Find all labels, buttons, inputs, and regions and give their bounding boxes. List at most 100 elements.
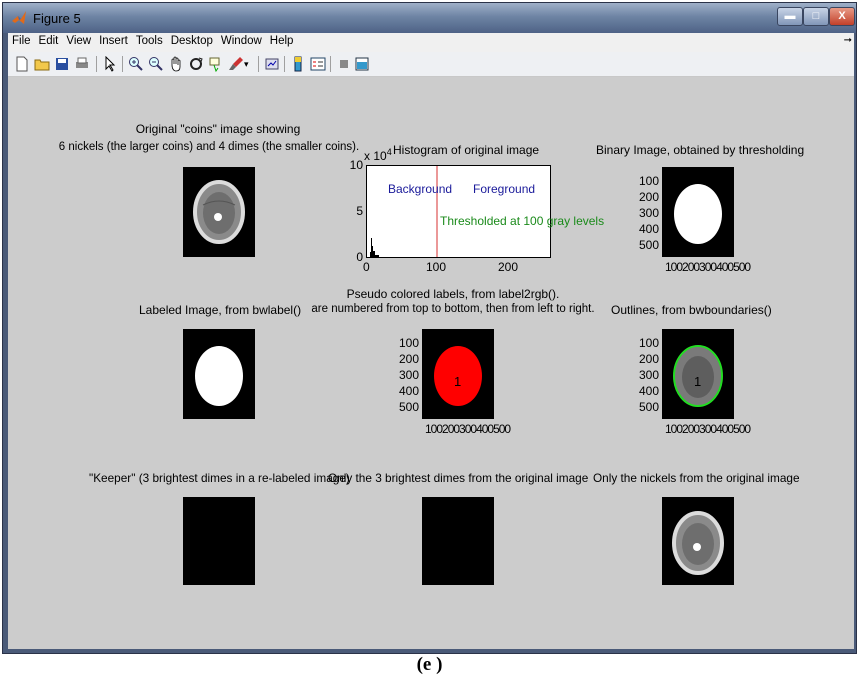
binary-y-tick-200: 200 — [638, 190, 659, 204]
original-title-line1: Original "coins" image showing — [135, 122, 301, 136]
threshold-label: Thresholded at 100 gray levels — [440, 214, 605, 228]
keeper-title: "Keeper" (3 brightest dimes in a re-labe… — [89, 471, 350, 485]
menu-edit[interactable]: Edit — [38, 35, 59, 47]
brain-scan-graphic — [193, 180, 245, 244]
minimize-icon: ▬ — [784, 10, 796, 22]
zoom-in-icon[interactable] — [128, 56, 144, 72]
maximize-button[interactable]: □ — [803, 7, 829, 26]
minimize-button[interactable]: ▬ — [777, 7, 803, 26]
original-title-line2: 6 nickels (the larger coins) and 4 dimes… — [58, 141, 360, 153]
menu-overflow-icon[interactable]: ➞ — [843, 35, 852, 46]
hist-x-tick-200: 200 — [498, 260, 519, 274]
binary-y-tick-500: 500 — [638, 238, 659, 252]
outlines-y-tick-200: 200 — [638, 352, 659, 366]
pseudo-y-tick-300: 300 — [398, 368, 419, 382]
pseudo-x-ticks: 100200300400500 — [425, 422, 511, 436]
close-button[interactable]: X — [829, 7, 855, 26]
outlines-y-tick-300: 300 — [638, 368, 659, 382]
toolbar-separator — [284, 56, 285, 72]
menu-file[interactable]: File — [12, 35, 31, 47]
colorbar-icon[interactable] — [290, 56, 306, 72]
show-plot-tools-icon[interactable] — [354, 56, 370, 72]
labeled-title: Labeled Image, from bwlabel() — [139, 303, 302, 317]
hist-x-tick-0: 0 — [363, 260, 370, 274]
menu-window[interactable]: Window — [220, 35, 262, 47]
menu-desktop[interactable]: Desktop — [170, 35, 213, 47]
histogram-graphic — [370, 166, 438, 257]
toolbar-separator — [330, 56, 331, 72]
brush-dropdown-icon[interactable]: ▾ — [244, 59, 249, 69]
binary-x-ticks: 100200300400500 — [665, 260, 751, 274]
toolbar: ▾ — [8, 52, 854, 77]
pseudo-y-tick-100: 100 — [398, 336, 419, 350]
pseudo-title-line2: are numbered from top to bottom, then fr… — [311, 303, 595, 315]
outlines-region-label: 1 — [694, 374, 702, 389]
toolbar-separator — [96, 56, 97, 72]
menu-tools[interactable]: Tools — [135, 35, 163, 47]
outlines-y-tick-500: 500 — [638, 400, 659, 414]
title-bar[interactable]: Figure 5 ▬ □ X — [3, 3, 856, 33]
histogram-title: Histogram of original image — [393, 143, 540, 157]
pan-icon[interactable] — [168, 56, 184, 72]
pseudo-y-tick-200: 200 — [398, 352, 419, 366]
print-icon[interactable] — [74, 56, 90, 72]
binary-title: Binary Image, obtained by thresholding — [596, 143, 805, 157]
pseudo-y-tick-400: 400 — [398, 384, 419, 398]
outlines-title: Outlines, from bwboundaries() — [611, 303, 772, 317]
menu-help[interactable]: Help — [269, 35, 294, 47]
hide-plot-tools-icon[interactable] — [336, 56, 352, 72]
binary-y-tick-400: 400 — [638, 222, 659, 236]
histogram-plot — [366, 165, 551, 258]
labeled-image — [183, 329, 255, 419]
binary-y-tick-100: 100 — [638, 174, 659, 188]
hist-y-tick-10: 10 — [349, 158, 363, 172]
pseudo-y-tick-500: 500 — [398, 400, 419, 414]
pseudo-title-line1: Pseudo colored labels, from label2rgb(). — [346, 287, 560, 301]
brightest-title: Only the 3 brightest dimes from the orig… — [328, 471, 589, 485]
labeled-mask-graphic — [195, 346, 243, 406]
outlines-y-tick-400: 400 — [638, 384, 659, 398]
hist-exponent: x 104 — [364, 147, 392, 163]
close-icon: X — [838, 10, 846, 22]
figure-caption: (e ) — [416, 654, 443, 675]
maximize-icon: □ — [812, 10, 820, 22]
menu-view[interactable]: View — [66, 35, 92, 47]
pointer-icon[interactable] — [102, 56, 118, 72]
pseudo-color-image — [422, 329, 494, 419]
toolbar-separator — [258, 56, 259, 72]
data-cursor-icon[interactable] — [208, 56, 224, 72]
zoom-out-icon[interactable] — [148, 56, 164, 72]
nickels-brain-graphic — [672, 511, 724, 575]
original-brain-image — [183, 167, 255, 257]
link-plot-icon[interactable] — [264, 56, 280, 72]
brush-icon[interactable] — [228, 56, 244, 72]
outlines-y-tick-100: 100 — [638, 336, 659, 350]
outlines-image — [662, 329, 734, 419]
window-title: Figure 5 — [33, 11, 81, 26]
figure-canvas[interactable]: Original "coins" image showing 6 nickels… — [8, 77, 854, 649]
binary-image — [662, 167, 734, 257]
legend-icon[interactable] — [310, 56, 326, 72]
rotate-3d-icon[interactable] — [188, 56, 204, 72]
background-label: Background — [388, 182, 453, 196]
brightest-image — [422, 497, 494, 585]
menu-insert[interactable]: Insert — [99, 35, 128, 47]
hist-y-tick-0: 0 — [356, 250, 363, 264]
toolbar-separator — [122, 56, 123, 72]
nickels-image — [662, 497, 734, 585]
matlab-logo-icon — [12, 11, 26, 24]
foreground-label: Foreground — [473, 182, 536, 196]
keeper-image — [183, 497, 255, 585]
outline-brain-graphic — [673, 345, 723, 407]
new-figure-icon[interactable] — [14, 56, 30, 72]
hist-x-tick-100: 100 — [426, 260, 447, 274]
pseudo-region-graphic — [434, 346, 482, 406]
figure-window: Figure 5 ▬ □ X File Edit View Insert Tools De… — [2, 2, 857, 654]
binary-mask-graphic — [674, 184, 722, 244]
binary-y-tick-300: 300 — [638, 206, 659, 220]
save-icon[interactable] — [54, 56, 70, 72]
menu-bar: File Edit View Insert Tools Desktop Window Help… — [8, 33, 854, 52]
nickels-title: Only the nickels from the original image — [593, 471, 800, 485]
open-file-icon[interactable] — [34, 56, 50, 72]
outlines-x-ticks: 100200300400500 — [665, 422, 751, 436]
